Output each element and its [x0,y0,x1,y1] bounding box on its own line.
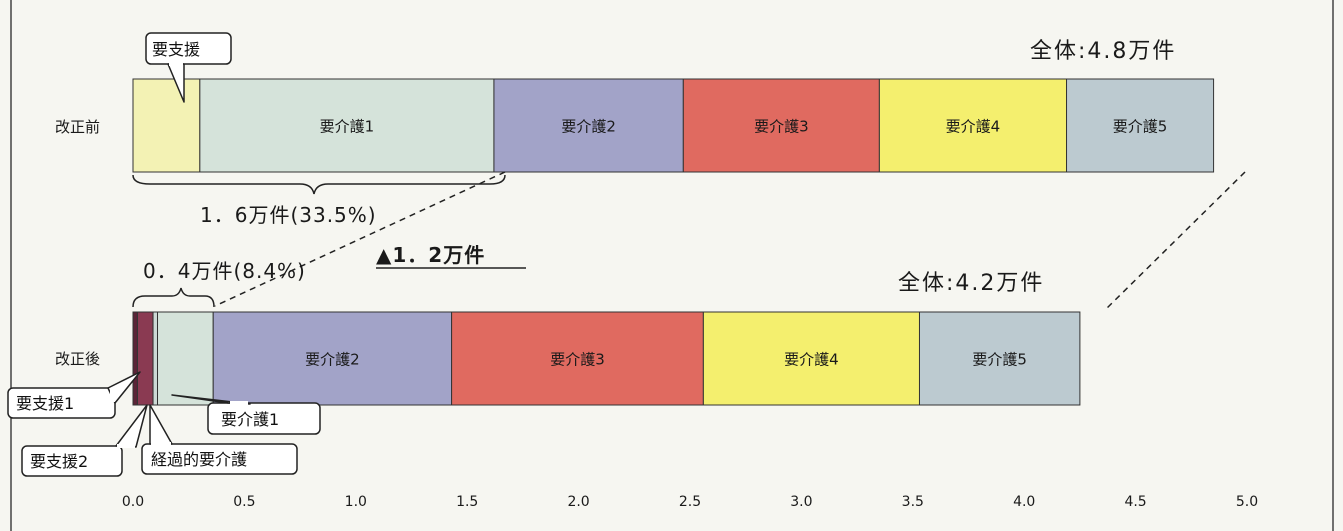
category-label-after: 改正後 [55,350,100,368]
brace-after [132,287,215,308]
x-tick-label: 1.5 [456,494,478,510]
bar-segment-1-2 [152,311,159,406]
x-axis-ticks: 0.0 0.5 1.0 1.5 2.0 2.5 3.0 3.5 4.0 4.5 5.0 [122,494,1258,510]
category-label-before: 改正前 [55,118,100,136]
callout-yoshien2: 要支援2 [21,404,148,477]
bar-segment-1-5 [451,311,704,406]
total-label-after: 全体:4.2万件 [898,271,1044,296]
segment-label-0-2: 要介護2 [561,118,616,136]
x-tick-label: 4.0 [1013,494,1035,510]
x-tick-label: 0.5 [233,494,255,510]
bar-after: 要介護2 要介護3 要介護4 要介護5 [132,311,1081,406]
callout-yoshien-text: 要支援 [152,40,200,59]
x-tick-label: 3.5 [902,494,924,510]
bar-segment-1-4 [212,311,453,406]
connector-left [214,171,506,307]
total-label-before: 全体:4.8万件 [1030,39,1176,64]
segment-label-1-7: 要介護5 [972,351,1027,369]
segment-label-1-5: 要介護3 [550,351,605,369]
segment-label-1-4: 要介護2 [305,351,360,369]
bar-segment-1-6 [702,311,920,406]
connector-right [1105,171,1246,310]
bar-segment-0-4 [878,78,1068,173]
callout-keikateki: 経過的要介護 [141,404,298,475]
bar-segment-1-1 [136,311,154,406]
segment-label-0-4: 要介護4 [946,118,1001,136]
brace-before [132,174,506,195]
annotation-decrease: ▲1．2万件 [376,243,485,267]
bar-segment-0-3 [682,78,880,173]
annotation-before-bracket: 1．6万件(33.5%) [200,203,377,227]
x-tick-label: 1.0 [345,494,367,510]
segment-label-0-1: 要介護1 [320,118,375,136]
x-tick-label: 2.5 [679,494,701,510]
bar-segment-0-2 [493,78,684,173]
callout-yoshien1-text: 要支援1 [16,394,74,413]
segment-label-0-3: 要介護3 [754,118,809,136]
bar-segment-1-0 [132,311,138,406]
callout-keikateki-text: 経過的要介護 [151,450,247,469]
bar-segment-0-0 [132,78,201,173]
callout-yoshien1: 要支援1 [7,371,141,419]
x-tick-label: 2.0 [567,494,589,510]
callout-yoshien2-text: 要支援2 [30,452,88,471]
x-tick-label: 4.5 [1124,494,1146,510]
x-tick-label: 5.0 [1236,494,1258,510]
callout-yokaigo1-text: 要介護1 [221,410,279,429]
bar-segment-0-1 [199,78,495,173]
x-tick-label: 0.0 [122,494,144,510]
bar-segment-1-7 [918,311,1081,406]
callout-yoshien: 要支援 [145,32,232,103]
bar-segment-1-3 [157,311,214,406]
segment-label-1-6: 要介護4 [784,351,839,369]
x-tick-label: 3.0 [790,494,812,510]
callout-yokaigo1: 要介護1 [171,394,321,435]
annotation-after-bracket: 0．4万件(8.4%) [143,259,306,283]
bar-before: 要介護1 要介護2 要介護3 要介護4 要介護5 [132,78,1215,173]
bar-segment-0-5 [1066,78,1215,173]
segment-label-0-5: 要介護5 [1113,118,1168,136]
